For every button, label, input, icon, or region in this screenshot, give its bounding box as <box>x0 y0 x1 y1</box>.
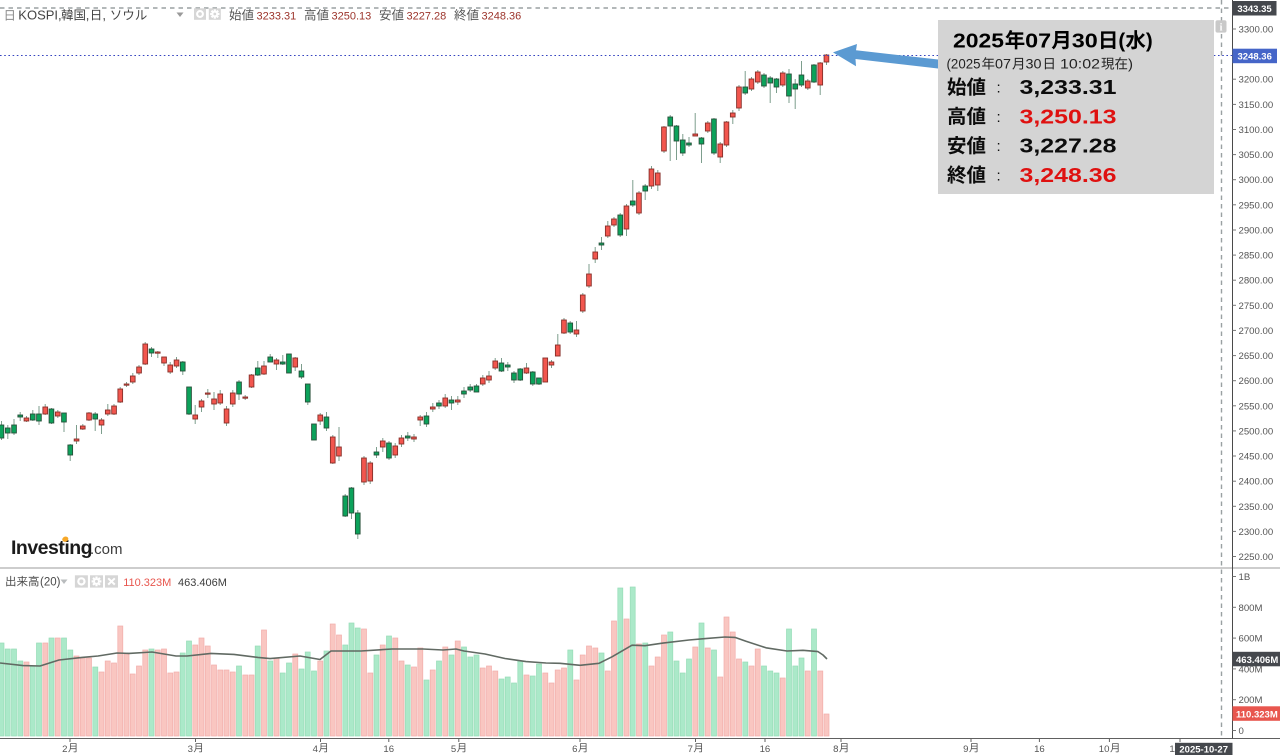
svg-text:16: 16 <box>760 744 771 755</box>
svg-text:Investing: Investing <box>11 537 92 559</box>
svg-text:): ) <box>1146 30 1153 53</box>
svg-text:2300.00: 2300.00 <box>1239 527 1274 538</box>
svg-text:10: 10 <box>1099 744 1110 755</box>
svg-text:2450.00: 2450.00 <box>1239 452 1274 463</box>
svg-text::: : <box>997 167 1001 184</box>
svg-text:3,250.13: 3,250.13 <box>1020 106 1117 128</box>
svg-text:200M: 200M <box>1239 695 1263 706</box>
svg-text:2900.00: 2900.00 <box>1239 226 1274 237</box>
svg-text:6: 6 <box>572 744 577 755</box>
svg-text:2600.00: 2600.00 <box>1239 376 1274 387</box>
svg-text:110.323M: 110.323M <box>1236 709 1278 720</box>
svg-text:07: 07 <box>995 57 1011 72</box>
svg-text:2500.00: 2500.00 <box>1239 426 1274 437</box>
svg-text::: : <box>997 109 1001 126</box>
svg-text:): ) <box>1128 57 1133 72</box>
svg-text:,: , <box>86 8 90 23</box>
svg-text:110.323M: 110.323M <box>123 577 171 589</box>
svg-text:3200.00: 3200.00 <box>1239 75 1274 86</box>
svg-text:3,227.28: 3,227.28 <box>1020 136 1117 158</box>
svg-text:i: i <box>1220 22 1223 33</box>
svg-text::: : <box>997 138 1001 155</box>
svg-text:(2025: (2025 <box>947 57 981 72</box>
svg-text:8: 8 <box>833 744 838 755</box>
svg-text:4: 4 <box>313 744 319 755</box>
svg-text:2950.00: 2950.00 <box>1239 200 1274 211</box>
svg-text:463.406M: 463.406M <box>178 577 227 589</box>
svg-text:2025: 2025 <box>953 30 1004 53</box>
svg-text:3233.31: 3233.31 <box>257 11 297 23</box>
svg-text:2800.00: 2800.00 <box>1239 276 1274 287</box>
svg-text::: : <box>997 80 1001 97</box>
svg-text:,: , <box>102 8 106 23</box>
svg-text:400M: 400M <box>1239 664 1263 675</box>
svg-text:3050.00: 3050.00 <box>1239 150 1274 161</box>
svg-text:3150.00: 3150.00 <box>1239 100 1274 111</box>
svg-text:463.406M: 463.406M <box>1236 655 1278 666</box>
svg-text:2700.00: 2700.00 <box>1239 326 1274 337</box>
svg-text:07: 07 <box>1025 30 1051 53</box>
svg-text:10:02: 10:02 <box>1060 57 1100 72</box>
svg-text:2400.00: 2400.00 <box>1239 477 1274 488</box>
svg-text:3343.35: 3343.35 <box>1237 4 1272 15</box>
svg-text:3300.00: 3300.00 <box>1239 25 1274 36</box>
svg-text:16: 16 <box>383 744 394 755</box>
svg-text:3,248.36: 3,248.36 <box>1020 165 1117 187</box>
svg-text:11: 11 <box>1169 744 1179 755</box>
svg-text:2025-10-27: 2025-10-27 <box>1179 745 1228 755</box>
svg-text:2550.00: 2550.00 <box>1239 401 1274 412</box>
svg-text:1B: 1B <box>1239 572 1251 583</box>
svg-text:2850.00: 2850.00 <box>1239 251 1274 262</box>
svg-text:9: 9 <box>963 744 968 755</box>
svg-text:800M: 800M <box>1239 603 1263 614</box>
svg-text:16: 16 <box>1034 744 1045 755</box>
svg-text:3248.36: 3248.36 <box>1238 52 1272 63</box>
svg-text:30: 30 <box>1072 30 1098 53</box>
svg-text:3100.00: 3100.00 <box>1239 125 1274 136</box>
svg-text:3: 3 <box>188 744 193 755</box>
svg-text:2650.00: 2650.00 <box>1239 351 1274 362</box>
svg-text:(: ( <box>1118 30 1125 53</box>
svg-text:2350.00: 2350.00 <box>1239 502 1274 513</box>
svg-text:3227.28: 3227.28 <box>407 11 447 23</box>
svg-text:3,233.31: 3,233.31 <box>1020 77 1117 99</box>
svg-text:2250.00: 2250.00 <box>1239 552 1274 563</box>
svg-text:3250.13: 3250.13 <box>332 11 372 23</box>
svg-text:30: 30 <box>1026 57 1042 72</box>
svg-text:5: 5 <box>451 744 456 755</box>
svg-text:0: 0 <box>1239 726 1244 737</box>
svg-text:600M: 600M <box>1239 634 1263 645</box>
svg-text:3248.36: 3248.36 <box>482 11 522 23</box>
svg-text:2750.00: 2750.00 <box>1239 301 1274 312</box>
svg-text:KOSPI,: KOSPI, <box>18 8 61 23</box>
svg-text:(20): (20) <box>40 577 61 589</box>
svg-text:.com: .com <box>90 541 123 558</box>
svg-text:7: 7 <box>688 744 693 755</box>
svg-text:2: 2 <box>62 744 67 755</box>
svg-text:3000.00: 3000.00 <box>1239 175 1274 186</box>
